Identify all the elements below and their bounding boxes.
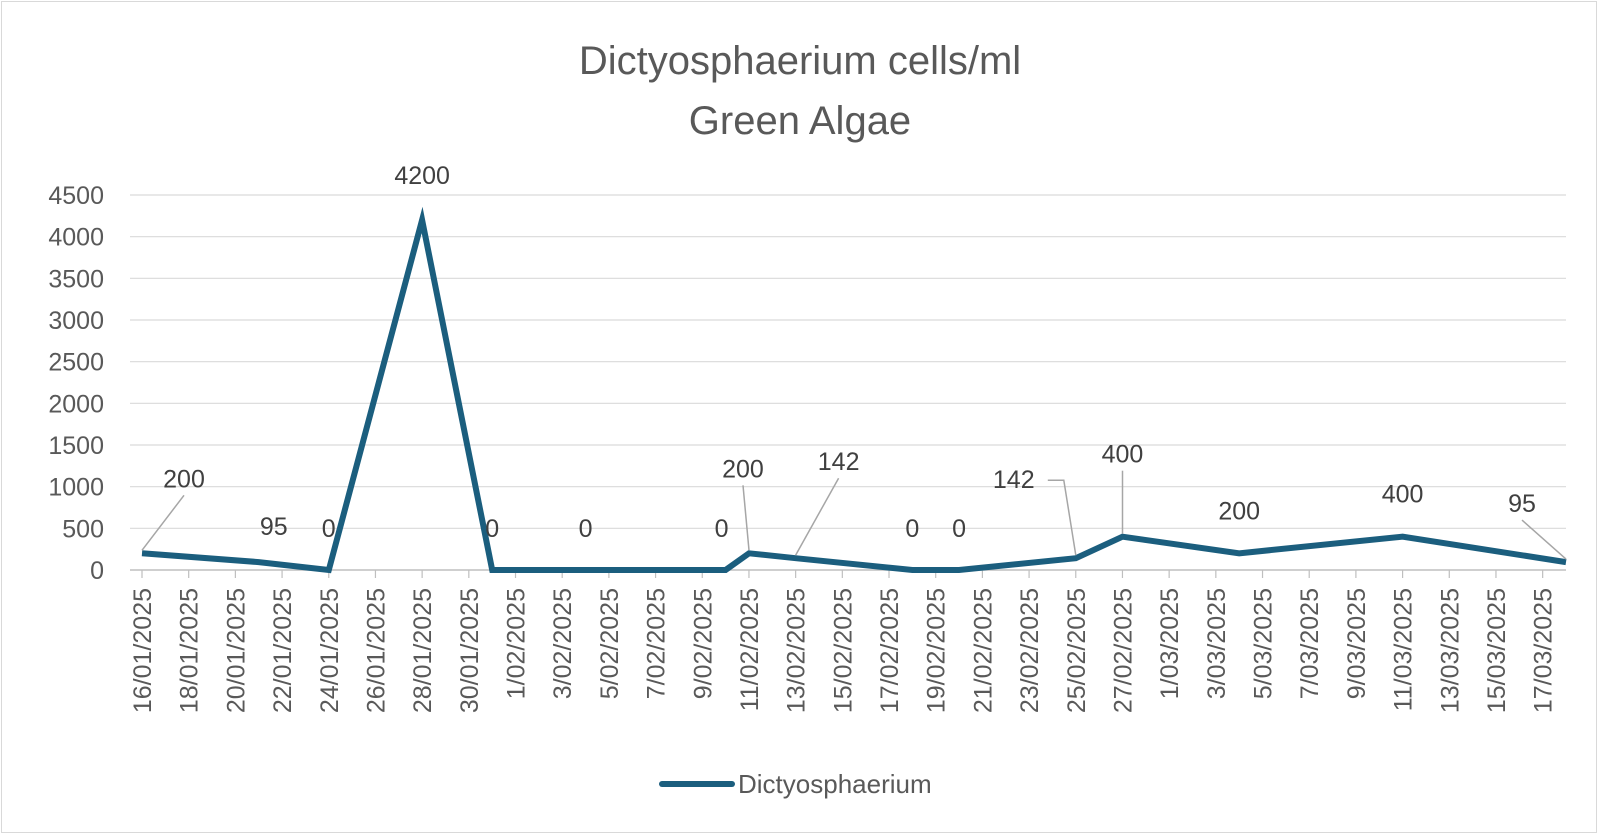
y-tick-label: 0 xyxy=(90,557,104,585)
data-label: 142 xyxy=(993,466,1035,494)
x-tick-label: 22/01/2025 xyxy=(269,588,297,713)
x-tick-label: 1/03/2025 xyxy=(1156,588,1184,699)
x-tick-label: 15/03/2025 xyxy=(1483,588,1511,713)
x-tick-label: 21/02/2025 xyxy=(969,588,997,713)
x-tick-label: 3/02/2025 xyxy=(549,588,577,699)
data-label-leader-line xyxy=(1047,479,1077,556)
x-tick-label: 5/03/2025 xyxy=(1250,588,1278,699)
data-label: 95 xyxy=(260,513,288,541)
data-label: 400 xyxy=(1102,441,1144,469)
x-tick-label: 18/01/2025 xyxy=(176,588,204,713)
x-tick-label: 7/02/2025 xyxy=(643,588,671,699)
x-tick-label: 7/03/2025 xyxy=(1296,588,1324,699)
y-tick-label: 2000 xyxy=(48,390,104,418)
x-tick-label: 26/01/2025 xyxy=(362,588,390,713)
x-tick-label: 17/02/2025 xyxy=(876,588,904,713)
x-tick-label: 1/02/2025 xyxy=(503,588,531,699)
data-label-leader-line xyxy=(742,485,750,551)
y-tick-label: 2500 xyxy=(48,349,104,377)
x-tick-label: 13/02/2025 xyxy=(783,588,811,713)
y-tick-label: 1000 xyxy=(48,474,104,502)
x-tick-label: 15/02/2025 xyxy=(829,588,857,713)
x-tick-label: 13/03/2025 xyxy=(1436,588,1464,713)
y-tick-label: 500 xyxy=(62,515,104,543)
y-tick-label: 3500 xyxy=(48,265,104,293)
legend: Dictyosphaerium xyxy=(659,769,932,799)
x-tick-label: 19/02/2025 xyxy=(923,588,951,713)
x-tick-label: 30/01/2025 xyxy=(456,588,484,713)
x-tick-label: 11/03/2025 xyxy=(1390,588,1418,711)
data-label: 0 xyxy=(952,515,966,543)
x-tick-label: 9/02/2025 xyxy=(689,588,717,699)
data-label: 142 xyxy=(818,448,860,476)
y-tick-label: 4500 xyxy=(48,182,104,210)
y-axis-tick-labels: 0 500 1000 1500 2000 2500 3000 3500 4000 4500 xyxy=(48,182,104,585)
x-tick-label: 3/03/2025 xyxy=(1203,588,1231,699)
data-label: 0 xyxy=(579,515,593,543)
x-tick-label: 9/03/2025 xyxy=(1343,588,1371,699)
data-label: 200 xyxy=(163,465,205,493)
data-label: 4200 xyxy=(394,162,450,190)
chart-title-line-1: Dictyosphaerium cells/ml xyxy=(579,39,1021,83)
y-tick-label: 1500 xyxy=(48,432,104,460)
data-label: 0 xyxy=(905,515,919,543)
x-tick-label: 11/02/2025 xyxy=(736,588,764,711)
series-dictyosphaerium xyxy=(141,206,1567,574)
data-label-leader-line xyxy=(1521,519,1567,560)
y-tick-label: 4000 xyxy=(48,224,104,252)
data-label: 0 xyxy=(715,515,729,543)
gridlines xyxy=(130,194,1566,578)
x-tick-label: 17/03/2025 xyxy=(1530,588,1558,713)
data-label: 200 xyxy=(1218,497,1260,525)
x-axis-tick-labels: 16/01/2025 18/01/2025 20/01/2025 22/01/2025… xyxy=(129,588,1558,713)
y-tick-label: 3000 xyxy=(48,307,104,335)
x-tick-label: 20/01/2025 xyxy=(222,588,250,713)
data-label-leader-line xyxy=(141,494,185,551)
data-label: 95 xyxy=(1508,490,1536,518)
x-tick-label: 16/01/2025 xyxy=(129,588,157,713)
legend-label: Dictyosphaerium xyxy=(738,769,932,799)
data-label: 0 xyxy=(485,515,499,543)
series-line xyxy=(141,206,1567,574)
data-labels: 200 95 0 4200 0 0 0 200 142 0 0 142 400 200 400 95 xyxy=(141,162,1567,560)
x-tick-label: 23/02/2025 xyxy=(1016,588,1044,713)
data-label: 400 xyxy=(1382,481,1424,509)
x-tick-label: 5/02/2025 xyxy=(596,588,624,699)
chart-title-line-2: Green Algae xyxy=(689,99,911,143)
data-label: 0 xyxy=(322,515,336,543)
x-tick-label: 24/01/2025 xyxy=(316,588,344,713)
data-label: 200 xyxy=(722,455,764,483)
x-tick-label: 27/02/2025 xyxy=(1109,588,1137,713)
data-label-leader-line xyxy=(794,477,840,556)
x-tick-label: 25/02/2025 xyxy=(1063,588,1091,713)
x-tick-label: 28/01/2025 xyxy=(409,588,437,713)
